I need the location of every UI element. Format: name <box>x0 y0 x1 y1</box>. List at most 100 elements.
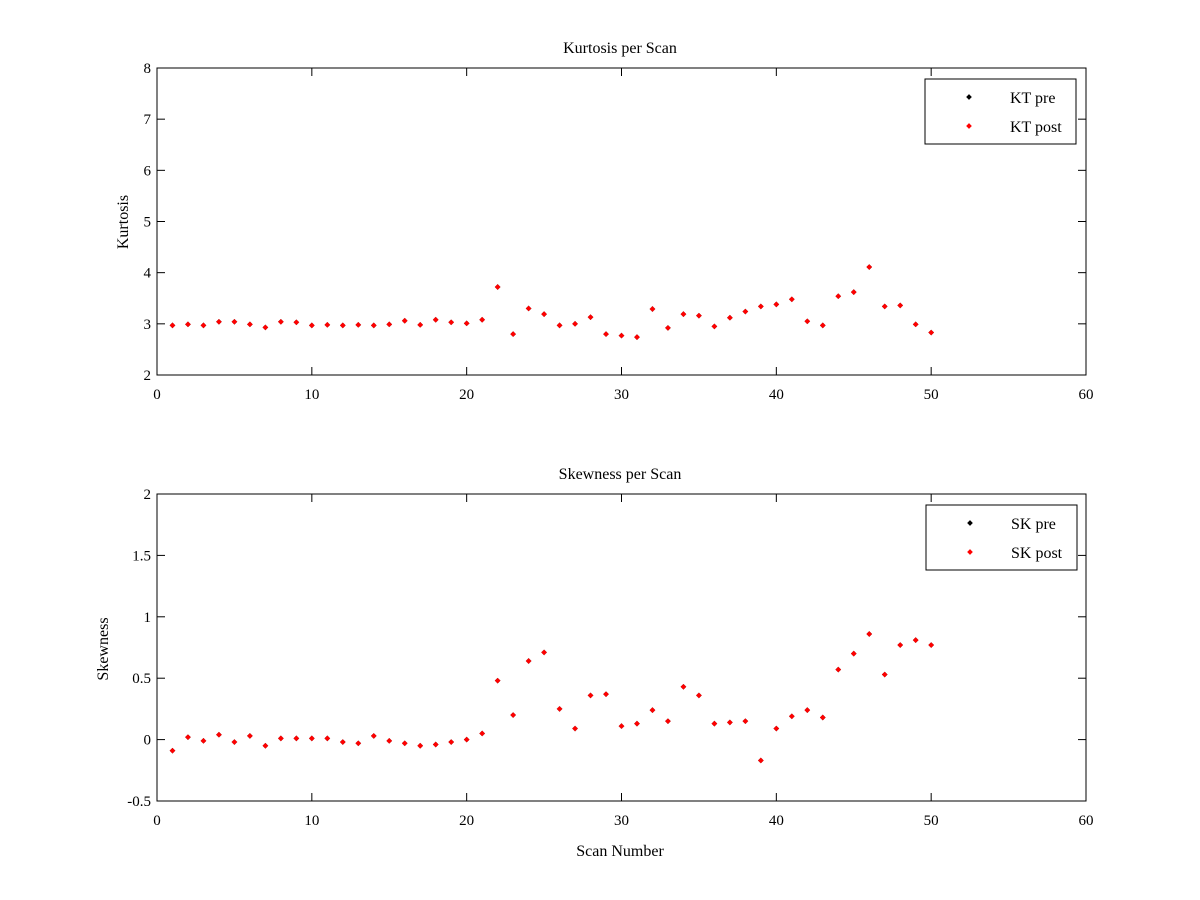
skewness-data-point <box>525 658 532 664</box>
kurtosis-data-point <box>432 316 439 323</box>
kurtosis-data-point <box>572 321 578 327</box>
skewness-y-tick-label: 1 <box>144 610 152 626</box>
skewness-y-axis-label: Skewness <box>95 617 112 680</box>
skewness-data-point <box>200 737 207 744</box>
kurtosis-data-point <box>649 306 656 312</box>
skewness-data-point <box>912 637 919 643</box>
kurtosis-x-tick-label: 20 <box>459 387 474 403</box>
kurtosis-data-point <box>479 316 485 323</box>
skewness-data-point <box>897 642 904 648</box>
kurtosis-data-point <box>463 320 470 327</box>
kurtosis-data-point <box>912 321 919 328</box>
skewness-data-point <box>773 725 780 732</box>
kurtosis-data-point <box>618 332 625 339</box>
skewness-legend-marker <box>967 549 973 555</box>
skewness-data-point <box>866 631 873 637</box>
skewness-data-point <box>494 677 501 684</box>
skewness-data-point <box>665 718 671 725</box>
skewness-data-point <box>386 737 393 744</box>
skewness-data-point <box>370 733 377 739</box>
skewness-data-point <box>587 692 594 699</box>
skewness-data-point <box>169 747 176 754</box>
skewness-data-point <box>618 723 625 729</box>
kurtosis-legend: KT pre KT post <box>924 78 1077 145</box>
kurtosis-series-post <box>169 264 934 340</box>
kurtosis-data-point <box>866 264 873 270</box>
skewness-data-point <box>401 740 408 747</box>
skewness-data-point <box>649 707 656 713</box>
kurtosis-data-point <box>711 323 718 330</box>
skewness-data-point <box>696 692 702 699</box>
kurtosis-x-tick-label: 60 <box>1079 387 1094 403</box>
skewness-data-point <box>293 735 300 742</box>
kurtosis-legend-label: KT post <box>1010 119 1062 136</box>
skewness-data-point <box>634 720 640 727</box>
skewness-data-point <box>463 736 470 743</box>
skewness-data-point <box>216 731 222 738</box>
skewness-data-point <box>231 739 238 745</box>
skewness-y-tick-label: 0.5 <box>132 671 151 687</box>
skewness-data-point <box>355 740 362 747</box>
skewness-y-tick-label: -0.5 <box>127 794 151 810</box>
kurtosis-data-point <box>758 303 764 310</box>
kurtosis-legend-box <box>924 78 1077 145</box>
kurtosis-legend-marker <box>966 94 972 100</box>
skewness-data-point <box>804 707 811 713</box>
skewness-data-point <box>742 718 749 725</box>
kurtosis-data-point <box>386 321 393 328</box>
kurtosis-data-point <box>309 322 315 329</box>
skewness-x-tick-label: 20 <box>459 813 474 829</box>
kurtosis-chart-title: Kurtosis per Scan <box>563 40 677 57</box>
skewness-subplot: Skewness per Scan Skewness Scan Number 0… <box>95 466 1094 860</box>
skewness-y-tick-label: 0 <box>144 733 152 749</box>
skewness-data-point <box>510 712 516 718</box>
kurtosis-y-tick-label: 5 <box>144 215 152 231</box>
skewness-data-point <box>448 739 455 745</box>
kurtosis-data-point <box>665 325 671 331</box>
skewness-y-tick-label: 1.5 <box>132 548 151 564</box>
skewness-data-point <box>324 735 331 742</box>
kurtosis-y-tick-label: 2 <box>144 368 152 384</box>
kurtosis-x-tick-label: 10 <box>304 387 319 403</box>
kurtosis-data-point <box>231 318 238 325</box>
kurtosis-y-tick-label: 3 <box>144 317 152 333</box>
skewness-data-point <box>417 742 424 749</box>
skewness-legend-box <box>925 504 1078 571</box>
kurtosis-y-tick-label: 4 <box>144 266 152 282</box>
skewness-data-point <box>727 719 733 726</box>
skewness-data-point <box>603 691 609 697</box>
kurtosis-subplot: Kurtosis per Scan Kurtosis 0 10 20 30 40 50 60… <box>115 40 1094 403</box>
kurtosis-y-tick-label: 7 <box>144 112 152 128</box>
skewness-data-point <box>541 649 547 656</box>
skewness-data-point <box>339 739 346 745</box>
skewness-data-point <box>680 683 687 690</box>
kurtosis-data-point <box>541 311 547 317</box>
kurtosis-data-point <box>510 331 516 337</box>
skewness-legend: SK pre SK post <box>925 504 1078 571</box>
skewness-data-point <box>572 725 578 732</box>
kurtosis-data-point <box>881 303 888 310</box>
kurtosis-data-point <box>850 289 857 295</box>
skewness-data-point <box>185 734 191 740</box>
kurtosis-data-point <box>293 319 300 326</box>
kurtosis-data-point <box>696 312 702 319</box>
kurtosis-x-tick-label: 30 <box>614 387 629 403</box>
kurtosis-data-point <box>262 324 269 331</box>
skewness-y-tick-label: 2 <box>144 487 152 503</box>
skewness-data-point <box>835 666 842 673</box>
kurtosis-data-point <box>835 293 842 300</box>
kurtosis-data-point <box>742 308 749 315</box>
kurtosis-data-point <box>448 319 455 326</box>
kurtosis-data-point <box>169 322 176 329</box>
kurtosis-data-point <box>603 331 609 337</box>
kurtosis-y-tick-label: 8 <box>144 61 152 77</box>
kurtosis-data-point <box>370 322 377 329</box>
skewness-series-post <box>169 631 934 764</box>
skewness-x-tick-label: 40 <box>769 813 784 829</box>
kurtosis-data-point <box>216 318 222 325</box>
skewness-data-point <box>278 735 284 742</box>
skewness-data-point <box>432 741 439 748</box>
skewness-x-axis-label: Scan Number <box>576 843 664 860</box>
kurtosis-data-point <box>200 322 207 329</box>
